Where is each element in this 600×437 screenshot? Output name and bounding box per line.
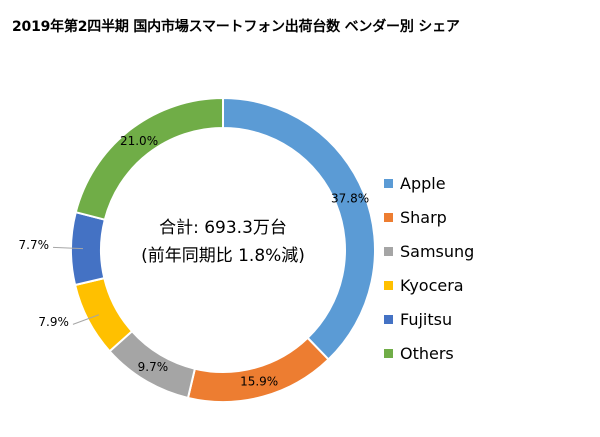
legend-swatch-fujitsu [384, 314, 393, 324]
leader-line-fujitsu [52, 246, 84, 250]
data-label-samsung: 9.7% [138, 360, 169, 374]
legend-label-apple: Apple [400, 173, 446, 193]
legend-swatch-kyocera [384, 280, 393, 290]
legend-item-apple: Apple [384, 166, 474, 200]
legend-item-kyocera: Kyocera [384, 268, 474, 302]
data-label-others: 21.0% [120, 134, 158, 148]
legend-label-sharp: Sharp [400, 207, 447, 227]
center-total-text: 合計: 693.3万台 [159, 218, 287, 238]
legend-swatch-others [384, 348, 393, 358]
legend-label-fujitsu: Fujitsu [400, 309, 453, 329]
data-label-kyocera: 7.9% [38, 315, 69, 329]
legend-swatch-apple [384, 178, 393, 188]
data-label-sharp: 15.9% [240, 375, 278, 389]
legend-item-sharp: Sharp [384, 200, 474, 234]
legend-item-others: Others [384, 336, 474, 370]
legend-swatch-samsung [384, 246, 393, 256]
legend-label-samsung: Samsung [400, 241, 475, 261]
legend-item-fujitsu: Fujitsu [384, 302, 474, 336]
center-change-text: (前年同期比 1.8%減) [141, 246, 305, 266]
data-label-fujitsu: 7.7% [19, 238, 50, 252]
legend-item-samsung: Samsung [384, 234, 474, 268]
legend: Apple Sharp Samsung Kyocera Fujitsu Others [384, 166, 474, 370]
slice-others [74, 96, 224, 221]
legend-label-others: Others [400, 343, 454, 363]
legend-label-kyocera: Kyocera [400, 275, 464, 295]
legend-swatch-sharp [384, 212, 393, 222]
data-label-apple: 37.8% [331, 191, 369, 205]
leader-line-kyocera [72, 314, 100, 325]
chart-title: 2019年第2四半期 国内市場スマートフォン出荷台数 ベンダー別 シェア [12, 19, 460, 35]
slice-sharp [186, 336, 330, 403]
